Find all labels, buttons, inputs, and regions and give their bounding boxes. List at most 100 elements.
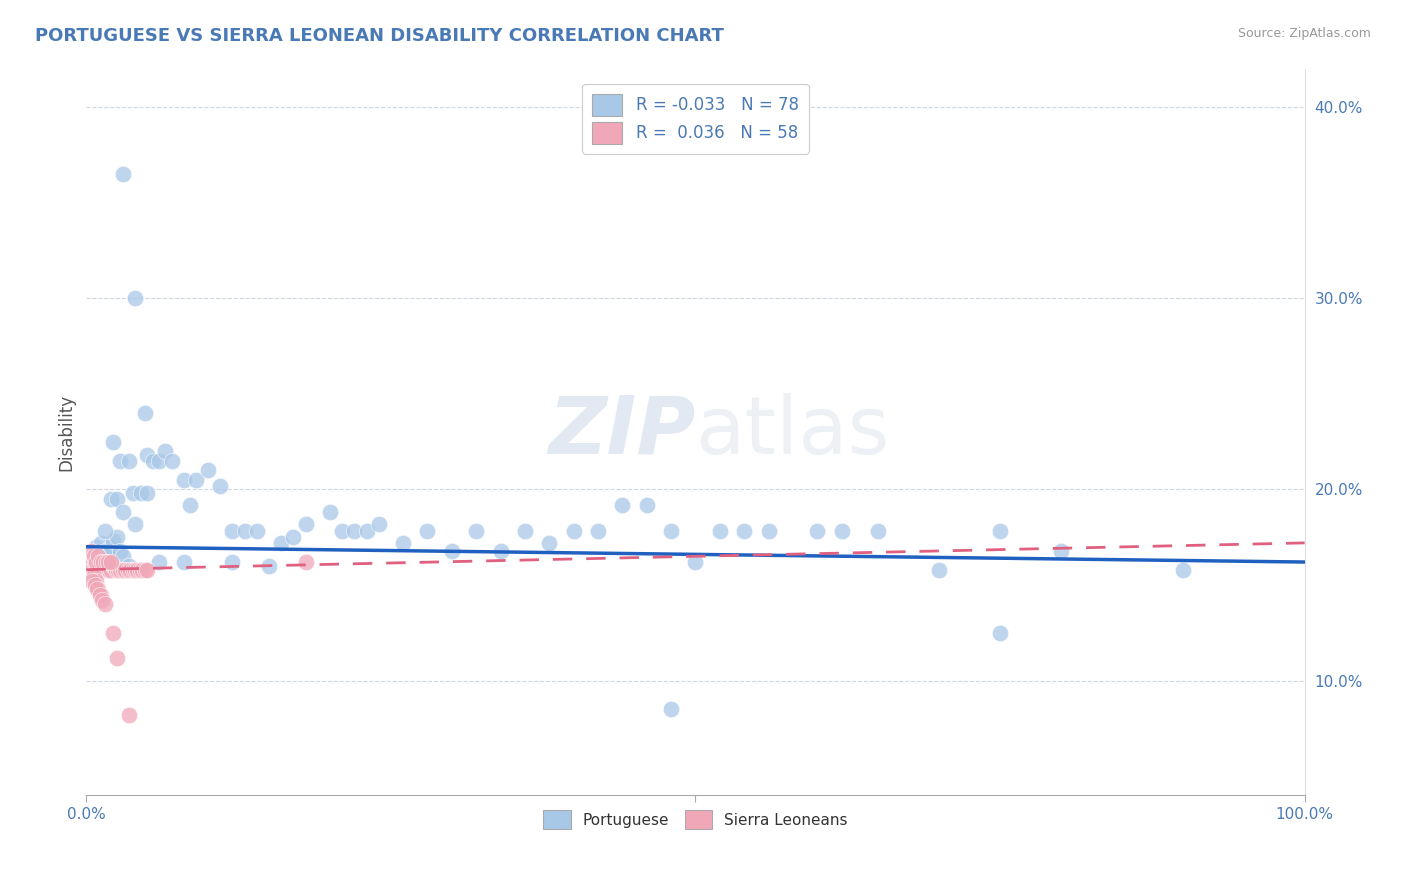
Point (87, 582, 110, 596)
Text: PORTUGUESE VS SIERRA LEONEAN DISABILITY CORRELATION CHART: PORTUGUESE VS SIERRA LEONEAN DISABILITY … (35, 27, 724, 45)
Point (91, 563, 114, 577)
Point (93, 524, 115, 539)
Point (586, 524, 609, 539)
Point (90, 563, 112, 577)
Point (155, 444, 177, 458)
Point (118, 558, 141, 573)
Point (111, 549, 134, 564)
Point (82, 574, 104, 589)
Point (868, 524, 890, 539)
Point (80, 543, 103, 558)
Point (87, 543, 110, 558)
Point (111, 167, 134, 181)
Point (831, 524, 853, 539)
Point (440, 543, 463, 558)
Point (148, 555, 170, 569)
Text: ZIP: ZIP (548, 393, 696, 471)
Point (100, 491, 122, 506)
Point (84, 555, 107, 569)
Point (709, 524, 731, 539)
Point (83, 568, 105, 582)
Point (513, 524, 536, 539)
Point (270, 536, 292, 550)
Text: Source: ZipAtlas.com: Source: ZipAtlas.com (1237, 27, 1371, 40)
Point (283, 530, 305, 544)
Point (209, 478, 232, 492)
Point (319, 505, 342, 519)
Point (120, 563, 142, 577)
Point (101, 558, 124, 573)
Point (89, 558, 111, 573)
Point (93, 543, 115, 558)
Point (93, 558, 115, 573)
Point (98, 563, 121, 577)
Point (612, 498, 634, 512)
Point (111, 563, 134, 577)
Point (105, 491, 128, 506)
Point (179, 498, 201, 512)
Point (91, 593, 114, 607)
Point (659, 524, 682, 539)
Point (636, 498, 658, 512)
Point (105, 530, 128, 544)
Point (134, 406, 156, 420)
Point (90, 536, 112, 550)
Point (1171, 563, 1194, 577)
Point (110, 453, 132, 467)
Point (83, 555, 105, 569)
Point (136, 448, 159, 462)
Point (107, 563, 129, 577)
Point (197, 463, 219, 477)
Point (77, 563, 100, 577)
Point (330, 524, 353, 539)
Point (80, 563, 103, 577)
Point (84, 563, 107, 577)
Point (111, 505, 134, 519)
Point (184, 473, 207, 487)
Point (105, 650, 128, 665)
Point (101, 625, 124, 640)
Point (129, 486, 152, 500)
Point (356, 524, 378, 539)
Legend: Portuguese, Sierra Leoneans: Portuguese, Sierra Leoneans (537, 805, 853, 835)
Point (221, 555, 243, 569)
Point (294, 555, 316, 569)
Point (733, 524, 755, 539)
Point (97, 563, 120, 577)
Point (83, 578, 105, 592)
Point (134, 563, 156, 577)
Point (142, 453, 165, 467)
Point (1050, 543, 1073, 558)
Point (110, 563, 132, 577)
Point (538, 536, 561, 550)
Point (659, 702, 682, 716)
Point (928, 563, 950, 577)
Point (124, 563, 146, 577)
Point (121, 563, 143, 577)
Point (101, 533, 124, 548)
Point (127, 563, 149, 577)
Point (118, 708, 141, 723)
Point (89, 588, 111, 602)
Point (136, 563, 159, 577)
Point (367, 516, 389, 531)
Point (988, 625, 1011, 640)
Point (96, 563, 118, 577)
Point (97, 555, 120, 569)
Point (104, 563, 127, 577)
Point (173, 473, 195, 487)
Point (129, 563, 152, 577)
Point (806, 524, 828, 539)
Point (294, 516, 316, 531)
Point (685, 555, 707, 569)
Point (988, 524, 1011, 539)
Point (90, 555, 112, 569)
Point (392, 536, 415, 550)
Point (136, 486, 159, 500)
Point (121, 486, 143, 500)
Point (562, 524, 585, 539)
Point (233, 524, 256, 539)
Point (94, 555, 117, 569)
Point (90, 588, 112, 602)
Point (101, 434, 124, 449)
